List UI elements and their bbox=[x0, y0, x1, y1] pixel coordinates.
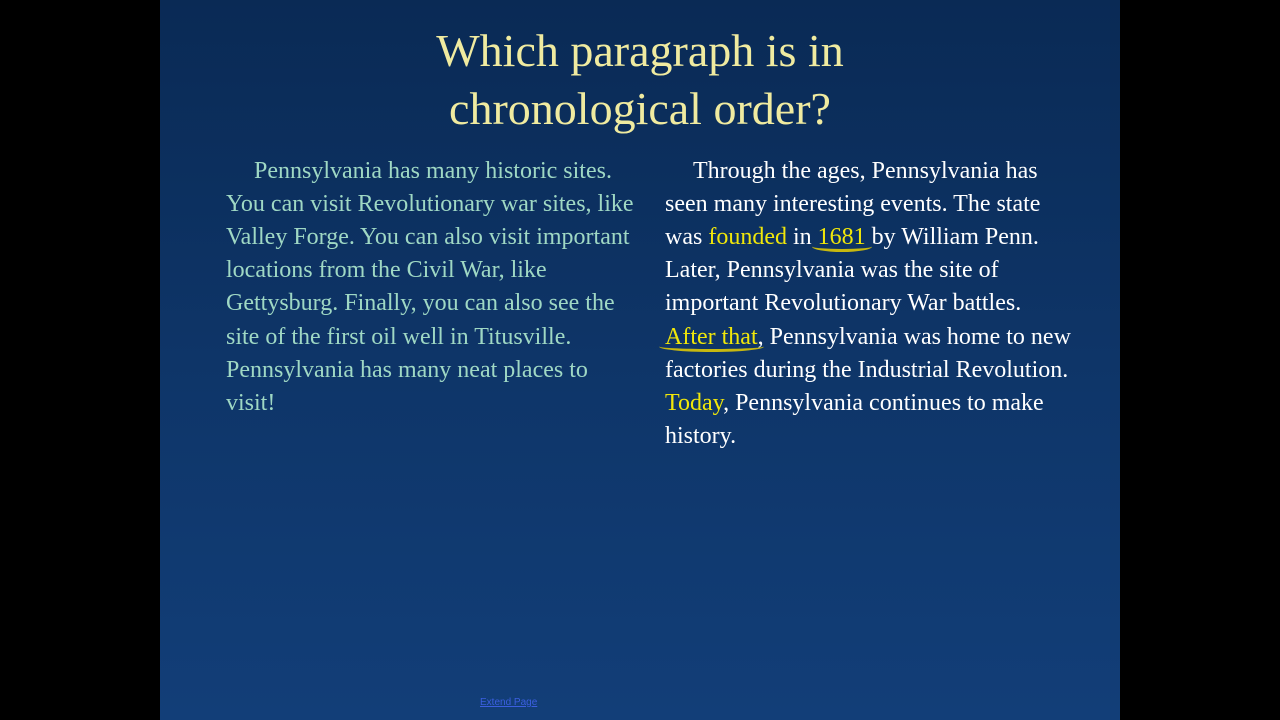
left-paragraph: Pennsylvania has many historic sites. Yo… bbox=[220, 155, 635, 453]
title-line-1: Which paragraph is in bbox=[436, 25, 843, 76]
right-paragraph: Through the ages, Pennsylvania has seen … bbox=[665, 155, 1080, 453]
highlight-after-that: After that bbox=[665, 324, 758, 350]
title-line-2: chronological order? bbox=[449, 83, 831, 134]
slide-title: Which paragraph is in chronological orde… bbox=[160, 22, 1120, 137]
slide: Which paragraph is in chronological orde… bbox=[160, 0, 1120, 720]
extend-page-link[interactable]: Extend Page bbox=[480, 697, 537, 708]
highlight-1681: 1681 bbox=[818, 224, 866, 250]
r-seg-2: in bbox=[787, 224, 818, 250]
left-text: Pennsylvania has many historic sites. Yo… bbox=[226, 158, 634, 416]
highlight-today: Today bbox=[665, 390, 723, 416]
columns-wrapper: Pennsylvania has many historic sites. Yo… bbox=[160, 155, 1120, 453]
highlight-founded: founded bbox=[708, 224, 787, 250]
